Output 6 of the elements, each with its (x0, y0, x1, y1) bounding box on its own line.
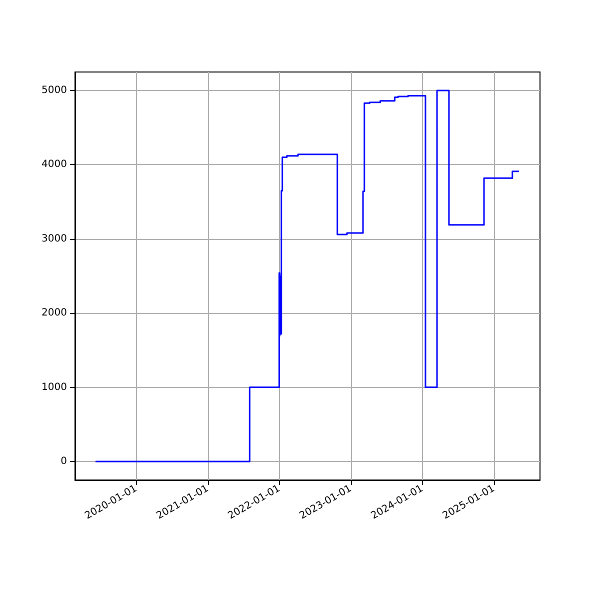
y-tick-label: 1000 (42, 382, 67, 393)
y-tick-label: 2000 (42, 308, 67, 319)
y-tick-label: 5000 (42, 85, 67, 96)
y-tick-label: 0 (60, 456, 67, 467)
y-tick-label: 4000 (42, 159, 67, 170)
y-tick-label: 3000 (42, 233, 67, 244)
